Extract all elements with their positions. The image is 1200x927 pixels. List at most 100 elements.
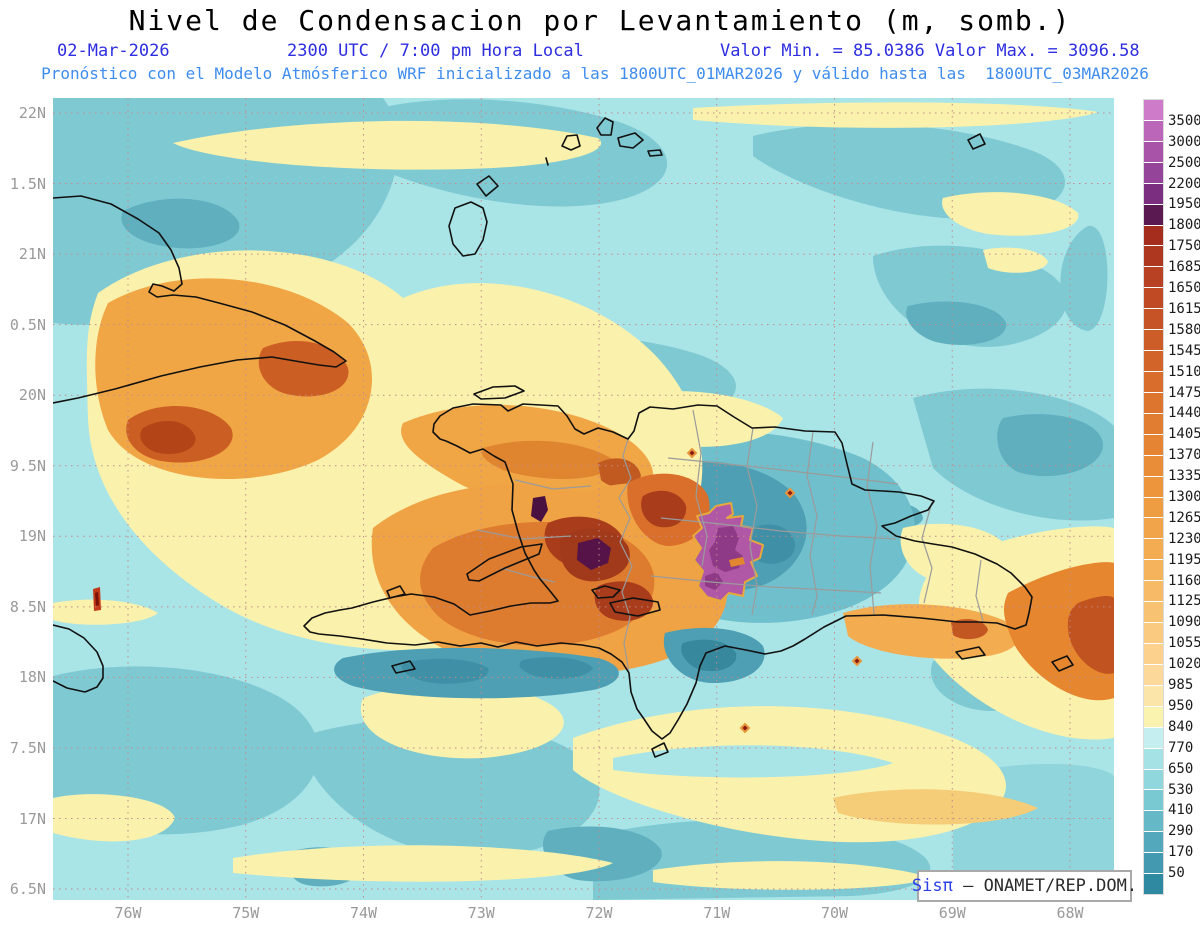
valid-date: 02-Mar-2026 xyxy=(57,41,170,61)
colorbar-segment xyxy=(1144,643,1163,664)
lon-tick-label: 73W xyxy=(467,904,495,922)
orange-patches xyxy=(95,278,1114,701)
colorbar-tick-label: 840 xyxy=(1168,718,1194,735)
colorbar-tick-label: 290 xyxy=(1168,823,1194,840)
colorbar-segment xyxy=(1144,267,1163,288)
colorbar-tick-label: 1230 xyxy=(1168,530,1200,547)
page-title: Nivel de Condensacion por Levantamiento … xyxy=(128,4,1072,37)
island-caicos-3 xyxy=(617,132,644,149)
colorbar-segment xyxy=(1144,811,1163,832)
attribution-app: Sisπ xyxy=(911,876,953,896)
colorbar-segment xyxy=(1144,371,1163,392)
lon-tick-label: 70W xyxy=(820,904,849,922)
colorbar-tick-label: 1580 xyxy=(1168,321,1200,338)
colorbar-segment xyxy=(1144,539,1163,560)
colorbar-segment xyxy=(1144,330,1163,351)
yellow-wedge-hole xyxy=(613,745,893,778)
colorbar-segment xyxy=(1144,434,1163,455)
colorbar-tick-label: 1195 xyxy=(1168,551,1200,568)
colorbar-segment xyxy=(1144,309,1163,330)
colorbar-tick-label: 50 xyxy=(1168,865,1185,882)
colorbar-segment xyxy=(1144,560,1163,581)
colorbar-tick-label: 1685 xyxy=(1168,259,1200,276)
colorbar-segment xyxy=(1144,748,1163,769)
lake-enriquillo xyxy=(609,597,661,617)
colorbar-segment xyxy=(1144,727,1163,748)
min-max-values: Valor Min. = 85.0386 Valor Max. = 3096.5… xyxy=(720,41,1140,61)
valid-time: 2300 UTC / 7:00 pm Hora Local xyxy=(287,41,584,61)
colorbar-tick-label: 1615 xyxy=(1168,300,1200,317)
lat-tick-label: 20N xyxy=(18,386,46,405)
colorbar-segment xyxy=(1144,874,1163,895)
colorbar-segment xyxy=(1144,413,1163,434)
coastline-hispaniola xyxy=(303,403,1033,740)
colorbar-segment xyxy=(1144,225,1163,246)
island-ne-small xyxy=(967,133,986,150)
colorbar-tick-label: 1545 xyxy=(1168,342,1200,359)
colorbar-segment xyxy=(1144,162,1163,183)
admin-borders xyxy=(476,409,984,674)
island-saona xyxy=(955,646,986,660)
lat-tick-label: 7.5N xyxy=(9,738,46,757)
lon-tick-label: 75W xyxy=(232,904,260,922)
colorbar-segment xyxy=(1144,392,1163,413)
colorbar-tick-label: 770 xyxy=(1168,739,1194,756)
colorbar-segment xyxy=(1144,518,1163,539)
coastlines xyxy=(53,117,1074,758)
colorbar-tick-label: 1125 xyxy=(1168,593,1200,610)
lon-tick-label: 68W xyxy=(1056,904,1084,922)
colorbar-tick-label: 1020 xyxy=(1168,656,1200,673)
colorbar-tick-label: 1800 xyxy=(1168,217,1200,234)
attribution-org: – ONAMET/REP.DOM. xyxy=(952,876,1138,896)
colorbar-tick-label: 410 xyxy=(1168,802,1194,819)
lon-tick-label: 74W xyxy=(349,904,378,922)
island-turk-dash xyxy=(545,157,549,166)
colorbar-tick-label: 1090 xyxy=(1168,614,1200,631)
colorbar-tick-label: 1055 xyxy=(1168,635,1200,652)
lat-tick-label: 6.5N xyxy=(9,880,46,899)
island-tortuga xyxy=(473,385,525,400)
hot-specks xyxy=(686,447,863,734)
lon-tick-label: 71W xyxy=(703,904,731,922)
island-little-inagua xyxy=(476,175,499,197)
island-caicos-4 xyxy=(647,149,663,157)
lake-saumatre xyxy=(591,585,621,599)
island-gonave xyxy=(466,543,543,582)
lat-tick-label: 21N xyxy=(18,245,46,264)
colorbar-tick-label: 1300 xyxy=(1168,489,1200,505)
colorbar-tick-label: 1265 xyxy=(1168,509,1200,526)
lat-tick-label: 0.5N xyxy=(9,315,46,334)
colorbar-tick-label: 3000 xyxy=(1168,133,1200,150)
lat-tick-label: 9.5N xyxy=(9,456,46,475)
colorbar-tick-label: 950 xyxy=(1168,697,1194,714)
longitude-axis: 76W 75W 74W 73W 72W 71W 70W 69W 68W xyxy=(53,904,1114,922)
colorbar-tick-label: 1950 xyxy=(1168,196,1200,213)
colorbar-tick-label: 3500 xyxy=(1168,112,1200,129)
colorbar-tick-label: 1370 xyxy=(1168,447,1200,464)
lon-tick-label: 72W xyxy=(585,904,613,922)
lat-tick-label: 1.5N xyxy=(9,174,46,193)
colorbar-tick-label: 1160 xyxy=(1168,572,1200,589)
colorbar-segment xyxy=(1144,497,1163,518)
colorbar-tick-label: 1475 xyxy=(1168,384,1200,401)
colorbar-tick-label: 170 xyxy=(1168,844,1194,861)
colorbar-segment xyxy=(1144,769,1163,790)
colorbar-segment xyxy=(1144,351,1163,371)
colorbar-segment xyxy=(1144,455,1163,476)
island-caicos-1 xyxy=(561,134,581,151)
island-cayemites xyxy=(386,585,406,599)
island-great-inagua xyxy=(448,201,488,257)
colorbar-tick-label: 1440 xyxy=(1168,405,1200,422)
lat-tick-label: 8.5N xyxy=(9,597,46,616)
colorbar-segment xyxy=(1144,685,1163,706)
latitude-axis: 22N 1.5N 21N 0.5N 20N 9.5N 19N 8.5N 18N 7.5N 17N 6.… xyxy=(0,98,50,900)
lat-tick-label: 19N xyxy=(18,527,46,546)
island-beata xyxy=(651,742,669,758)
colorbar-segment xyxy=(1144,581,1163,602)
colorbar-segment xyxy=(1144,120,1163,141)
colorbar-segment xyxy=(1144,100,1163,120)
colorbar-segment xyxy=(1144,183,1163,204)
colorbar-segment xyxy=(1144,246,1163,267)
red-sliver xyxy=(93,587,101,611)
